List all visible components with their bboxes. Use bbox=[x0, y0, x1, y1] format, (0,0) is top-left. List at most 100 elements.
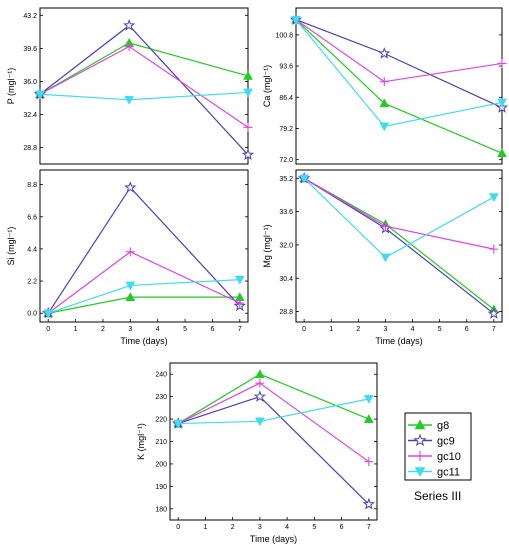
y-tick-label: 39.6 bbox=[23, 46, 37, 53]
data-point-g8 bbox=[254, 369, 265, 379]
x-tick-label: 5 bbox=[312, 524, 316, 531]
series-gc11 bbox=[299, 174, 499, 263]
y-tick-label: 200 bbox=[155, 461, 167, 468]
series-gc11 bbox=[173, 395, 374, 429]
y-tick-label: 28.8 bbox=[23, 145, 37, 152]
data-point-gc9 bbox=[124, 181, 137, 193]
legend-items: g8 gc9 gc10 gc11 bbox=[408, 419, 461, 479]
plot-frame bbox=[39, 169, 249, 323]
data-point-gc11 bbox=[291, 15, 301, 25]
data-point-gc11 bbox=[254, 417, 265, 427]
data-point-gc10 bbox=[125, 247, 135, 257]
data-point-gc9 bbox=[378, 47, 391, 59]
legend-marker-gc11 bbox=[414, 467, 426, 478]
y-tick-label: 8.8 bbox=[27, 182, 37, 189]
panels: 28.832.436.039.643.2P (mgl⁻¹)72.079.286.… bbox=[6, 7, 509, 544]
y-tick-label: 230 bbox=[155, 394, 167, 401]
y-axis-label: P (mgl⁻¹) bbox=[6, 68, 16, 105]
legend-item-gc11: gc11 bbox=[408, 467, 460, 479]
data-point-g8 bbox=[125, 292, 136, 302]
legend-marker-gc9 bbox=[413, 433, 427, 447]
data-point-gc11 bbox=[488, 193, 499, 203]
data-point-gc9 bbox=[253, 390, 266, 402]
x-axis-label: Time (days) bbox=[250, 534, 297, 544]
data-point-gc9 bbox=[362, 497, 375, 510]
series-gc11 bbox=[35, 88, 253, 105]
y-tick-label: 6.6 bbox=[27, 214, 37, 221]
y-tick-label: 0.0 bbox=[27, 311, 37, 318]
data-point-gc10 bbox=[235, 298, 245, 308]
x-tick-label: 3 bbox=[383, 326, 387, 333]
data-point-gc11 bbox=[173, 419, 184, 429]
y-tick-label: 72.0 bbox=[279, 157, 293, 164]
x-tick-label: 6 bbox=[340, 524, 344, 531]
plot-frame bbox=[39, 7, 249, 165]
y-tick-label: 28.8 bbox=[279, 309, 293, 316]
data-point-gc11 bbox=[243, 88, 253, 98]
x-tick-label: 0 bbox=[46, 326, 50, 333]
x-tick-label: 5 bbox=[438, 326, 442, 333]
y-tick-label: 36.0 bbox=[23, 79, 37, 86]
data-point-gc11 bbox=[363, 395, 374, 404]
legend-label: gc11 bbox=[437, 467, 460, 479]
plot-frame bbox=[295, 169, 503, 323]
x-tick-label: 0 bbox=[302, 326, 306, 333]
panel-mg: 28.8 30.4 32.0 33.6 35.2 0 1 2 3 4 5 6 7 Mg (mgl⁻¹) Ti… bbox=[262, 169, 503, 346]
x-tick-label: 5 bbox=[183, 326, 187, 333]
data-point-gc11 bbox=[299, 174, 310, 184]
y-tick-label: 43.2 bbox=[23, 13, 37, 20]
x-tick-label: 4 bbox=[411, 326, 415, 333]
data-point-gc10 bbox=[364, 457, 374, 467]
y-tick-label: 86.4 bbox=[279, 95, 293, 102]
data-point-gc11 bbox=[497, 98, 507, 108]
data-point-g8 bbox=[243, 70, 253, 80]
x-tick-label: 7 bbox=[238, 326, 242, 333]
x-tick-label: 1 bbox=[203, 524, 207, 531]
panel-p: 28.8 32.4 36.0 39.6 43.2 P (mgl⁻¹) bbox=[6, 7, 255, 165]
x-tick-label: 4 bbox=[156, 326, 160, 333]
data-point-gc11 bbox=[43, 309, 54, 319]
data-point-gc10 bbox=[379, 77, 389, 87]
legend: g8 gc9 gc10 gc11 bbox=[404, 412, 472, 481]
y-tick-label: 32.4 bbox=[23, 112, 37, 119]
series-label: Series III bbox=[414, 489, 461, 503]
data-point-gc11 bbox=[35, 90, 45, 100]
y-tick-label: 240 bbox=[155, 372, 167, 379]
panel-ca: 72.0 79.2 86.4 93.6 100.8 Ca (mgl⁻¹) bbox=[262, 7, 509, 165]
legend-item-gc9: gc9 bbox=[408, 433, 455, 448]
series-gc11 bbox=[291, 15, 507, 132]
x-tick-label: 3 bbox=[128, 326, 132, 333]
data-point-gc11 bbox=[379, 122, 390, 132]
data-point-gc11 bbox=[124, 95, 135, 105]
data-point-gc11 bbox=[234, 275, 245, 285]
y-tick-label: 79.2 bbox=[279, 126, 293, 133]
y-tick-label: 32.0 bbox=[279, 242, 293, 249]
x-axis-label: Time (days) bbox=[120, 336, 167, 346]
data-point-gc10 bbox=[380, 221, 390, 231]
x-tick-label: 0 bbox=[176, 524, 180, 531]
legend-marker-gc10 bbox=[415, 451, 425, 461]
data-point-g8 bbox=[379, 98, 390, 108]
data-point-gc11 bbox=[125, 281, 136, 291]
data-point-g8 bbox=[497, 148, 507, 158]
x-tick-label: 7 bbox=[367, 524, 371, 531]
data-point-gc11 bbox=[380, 253, 391, 263]
x-axis-label: Time (days) bbox=[375, 336, 422, 346]
x-tick-label: 1 bbox=[329, 326, 333, 333]
data-point-gc9 bbox=[241, 148, 255, 161]
y-tick-label: 30.4 bbox=[279, 276, 293, 283]
y-tick-label: 190 bbox=[155, 484, 167, 491]
x-tick-label: 1 bbox=[74, 326, 78, 333]
y-tick-label: 35.2 bbox=[279, 176, 293, 183]
legend-marker-g8 bbox=[414, 419, 426, 430]
x-tick-label: 6 bbox=[465, 326, 469, 333]
data-point-gc10 bbox=[497, 58, 507, 68]
y-tick-label: 4.4 bbox=[27, 246, 37, 253]
legend-item-gc10: gc10 bbox=[408, 451, 461, 463]
data-point-gc10 bbox=[243, 122, 253, 132]
y-tick-label: 220 bbox=[155, 417, 167, 424]
legend-item-g8: g8 bbox=[408, 419, 449, 432]
x-tick-label: 2 bbox=[356, 326, 360, 333]
y-tick-label: 100.8 bbox=[275, 32, 293, 39]
